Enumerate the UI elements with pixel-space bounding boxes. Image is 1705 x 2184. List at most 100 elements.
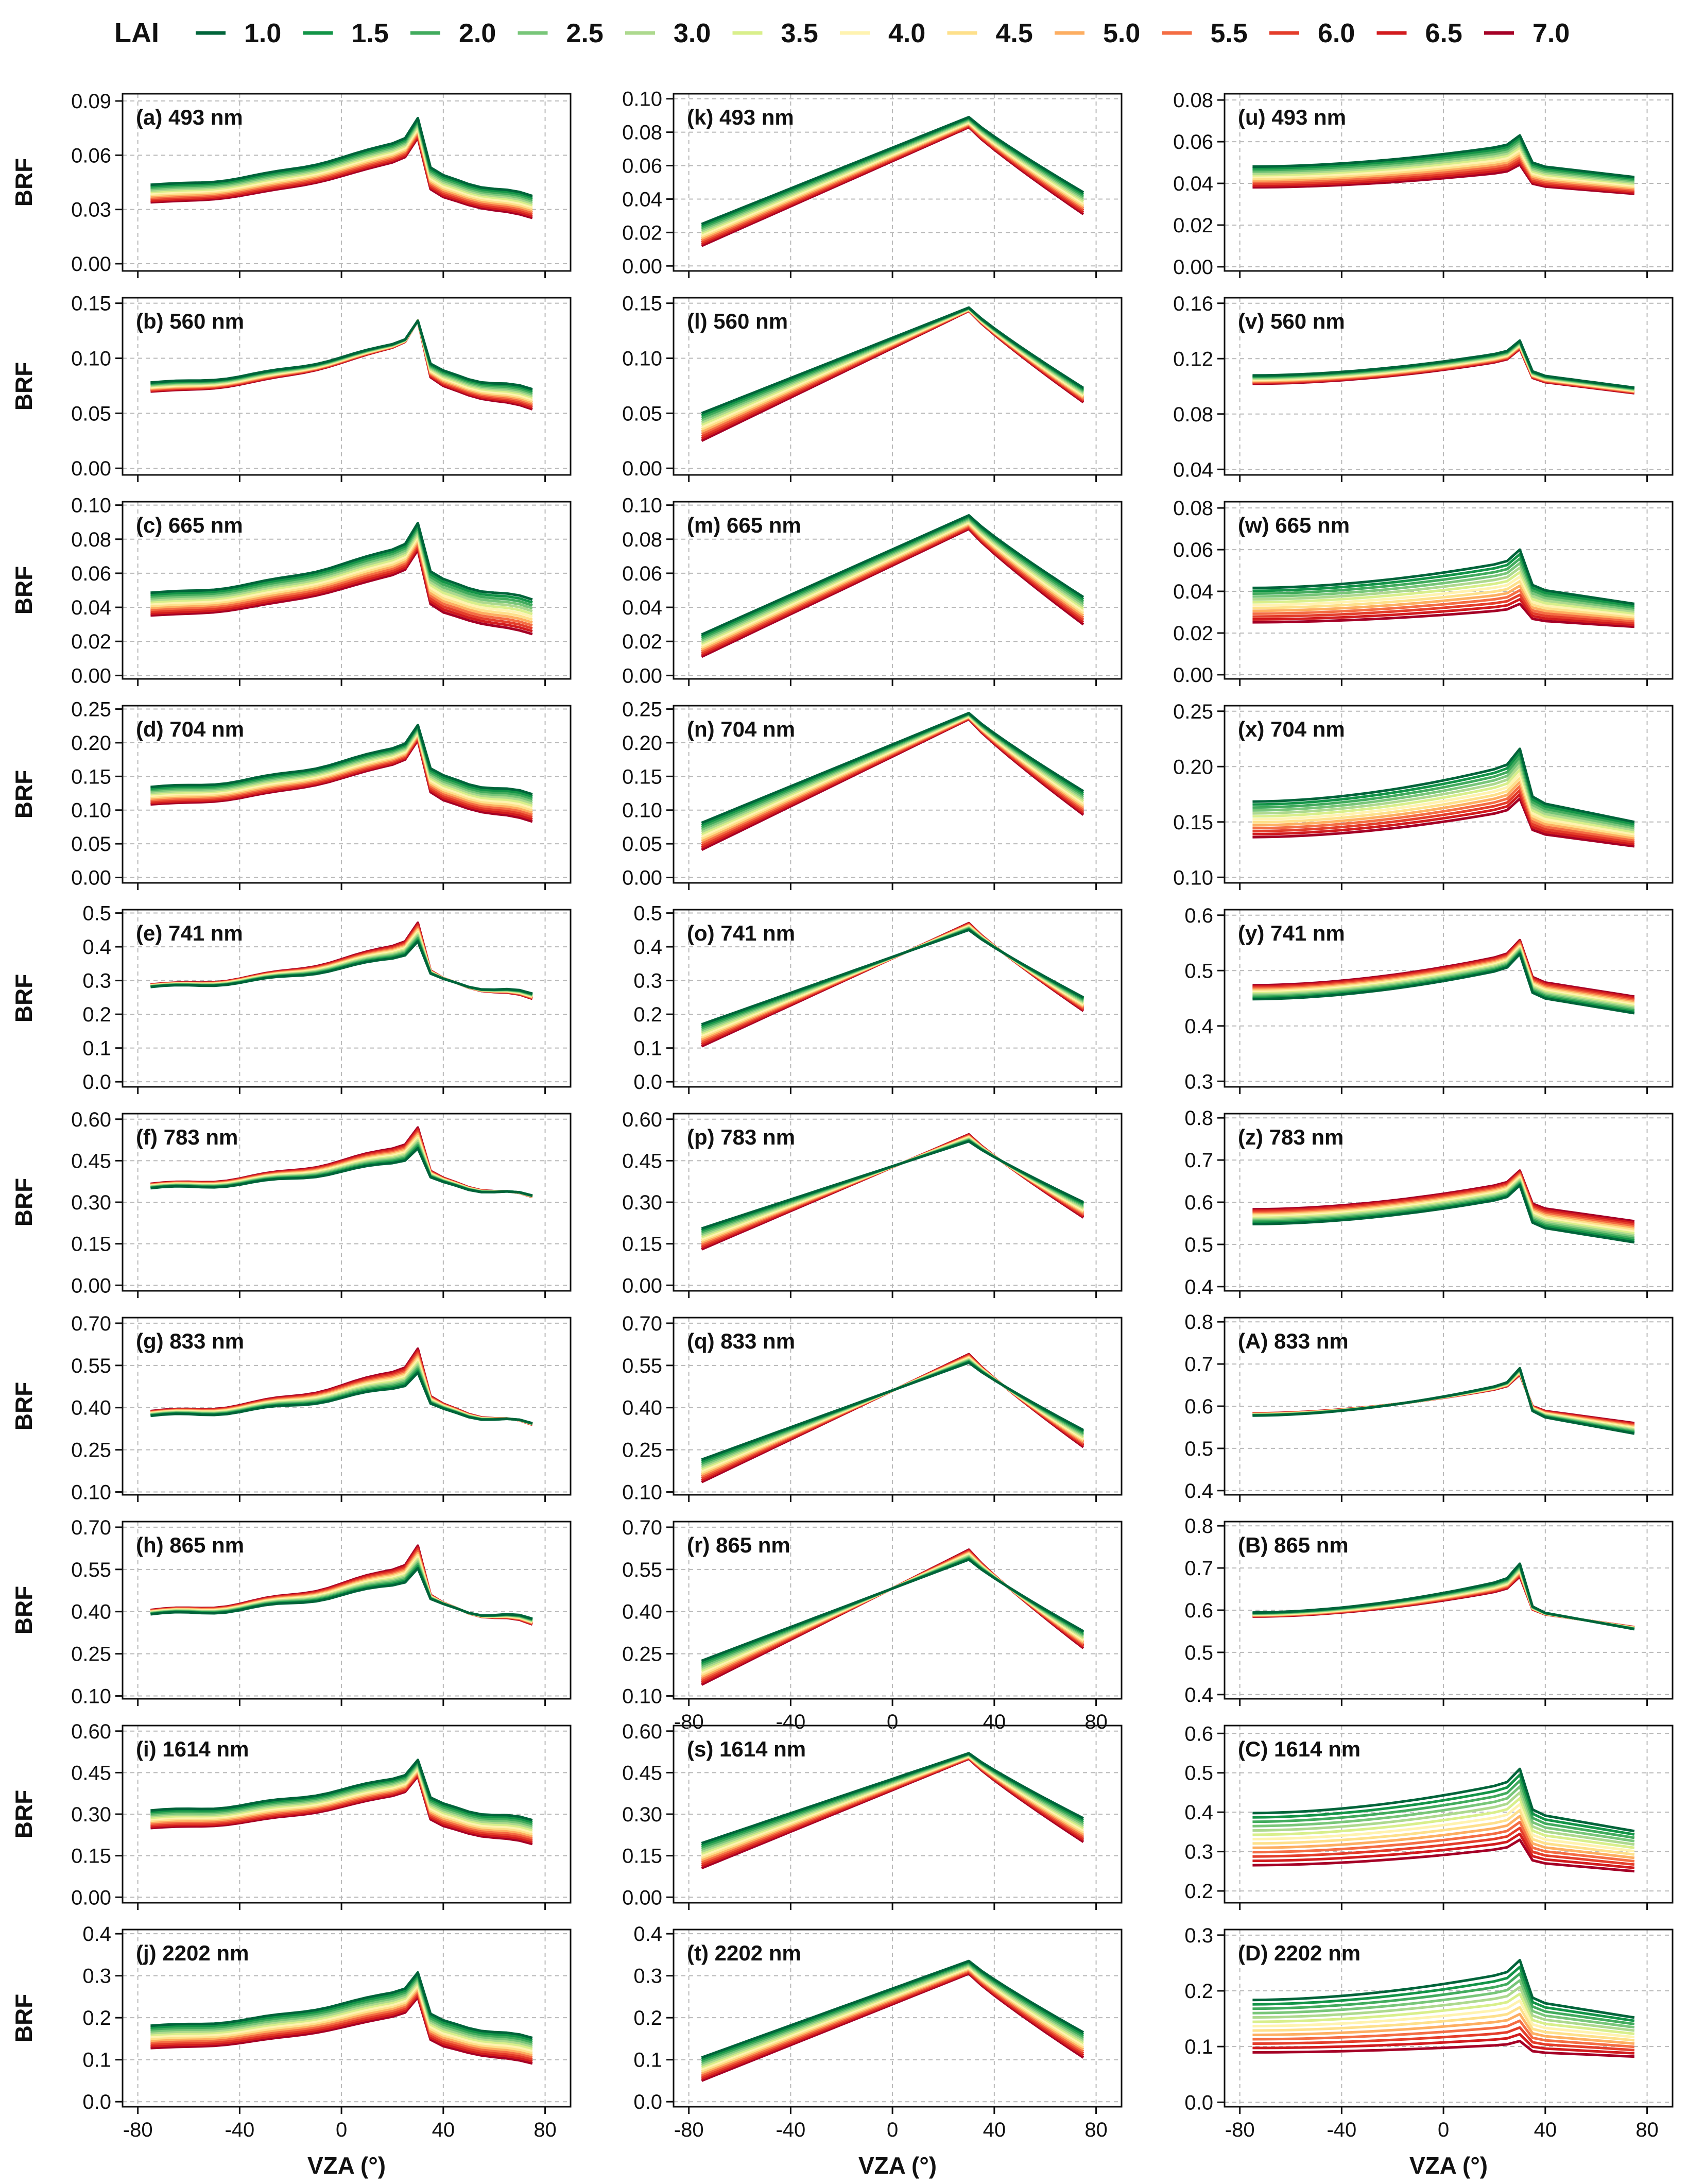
y-tick-label: 0.3 [82,1965,111,1988]
y-tick-label: 0.1 [1184,2036,1213,2058]
series-line-lai-1.0 [701,1752,1084,1845]
x-tick-label: 40 [1534,2119,1557,2141]
y-tick-label: 0.4 [1184,1480,1213,1503]
series-line-lai-4.0 [150,1767,533,1834]
panel-frame [673,93,1123,272]
y-axis-label: BRF [10,566,37,615]
series-line-lai-1.0 [1252,747,1635,824]
series-line-lai-2.5 [150,122,533,203]
series-line-lai-7.0 [150,739,533,823]
panel-frame [122,93,572,272]
y-tick-label: 0.55 [622,1355,662,1377]
x-tick-label: -80 [674,2119,704,2141]
panel-title: (B) 865 nm [1238,1533,1349,1557]
y-tick-label: 0.45 [622,1150,662,1172]
series-line-lai-1.0 [1252,952,1635,1015]
y-tick-label: 0.0 [1184,2091,1213,2114]
series-line-lai-1.0 [1252,1562,1635,1631]
y-tick-label: 0.60 [71,1720,111,1743]
x-tick-label: 0 [887,2119,898,2141]
panel-title: (r) 865 nm [687,1533,790,1557]
series-line-lai-3.5 [1252,1992,1635,2035]
series-line-lai-7.0 [1252,602,1635,628]
y-tick-label: 0.4 [1184,1276,1213,1299]
chart-panel: 0.00 0.15 0.30 0.45 0.60 (s) 1614 nm [622,1720,1123,1910]
panel-frame [122,297,572,476]
y-tick-label: 0.30 [71,1803,111,1826]
series-line-lai-5.0 [1252,153,1635,190]
panel-frame [1224,1929,1674,2108]
y-tick-label: 0.00 [622,457,662,480]
series-line-lai-6.0 [1252,158,1635,193]
series-line-lai-5.0 [1252,1815,1635,1859]
y-tick-label: 0.70 [622,1516,662,1539]
y-tick-label: 0.10 [71,799,111,822]
y-tick-label: 0.3 [1184,1841,1213,1864]
y-axis-label: BRF [10,158,37,207]
series-line-lai-7.0 [150,549,533,636]
y-tick-label: 0.25 [1173,701,1213,723]
panel-frame [1224,1725,1674,1904]
legend-label: 4.0 [888,19,925,48]
y-tick-label: 0.30 [622,1803,662,1826]
y-tick-label: 0.7 [1184,1557,1213,1580]
y-tick-label: 0.4 [82,936,111,959]
series-line-lai-1.0 [150,724,533,796]
series-line-lai-3.5 [150,125,533,207]
series-line-lai-1.0 [1252,1367,1635,1435]
y-tick-label: 0.10 [622,494,662,517]
y-tick-label: 0.00 [71,867,111,890]
series-line-lai-2.0 [1252,756,1635,828]
y-tick-label: 0.10 [622,348,662,370]
series-line-lai-4.0 [150,731,533,809]
y-tick-label: 0.15 [622,765,662,788]
y-tick-label: 0.15 [1173,811,1213,834]
y-tick-label: 0.40 [71,1397,111,1420]
y-tick-label: 0.5 [82,902,111,925]
series-line-lai-1.5 [150,524,533,604]
chart-panel: 0.04 0.08 0.12 0.16 (v) 560 nm [1173,293,1674,482]
y-tick-label: 0.10 [622,799,662,822]
series-line-lai-5.0 [1252,584,1635,621]
chart-panel: 0.00 0.02 0.04 0.06 0.08 (w) 665 nm [1173,497,1674,687]
legend-label: 6.0 [1318,19,1355,48]
panel-title: (a) 493 nm [136,105,243,129]
series-line-lai-2.5 [1252,141,1635,183]
series-line-lai-7.0 [1252,1838,1635,1873]
y-tick-label: 0.09 [71,90,111,113]
series-line-lai-5.0 [1252,2012,1635,2045]
y-tick-label: 0.16 [1173,293,1213,315]
series-line-lai-6.0 [1252,2026,1635,2052]
legend-label: 3.0 [674,19,711,48]
series-line-lai-6.5 [150,1773,533,1844]
series-line-lai-2.5 [150,1763,533,1828]
chart-panel: 0.00 0.05 0.10 0.15 (b) 560 nm BRF [10,293,572,482]
y-tick-label: 0.3 [633,1965,662,1988]
series-line-lai-6.5 [1252,161,1635,194]
series-line-lai-3.5 [1252,1797,1635,1849]
series-line-lai-7.0 [150,1774,533,1846]
series-line-lai-1.5 [1252,136,1635,180]
series-line-lai-3.5 [150,533,533,616]
series-line-lai-2.0 [150,526,533,607]
y-tick-label: 0.06 [1173,131,1213,153]
chart-panel: 0.0 0.1 0.2 0.3 0.4 0.5 (e) 741 nm BRF [10,902,572,1094]
y-tick-label: 0.10 [622,88,662,111]
series-line-lai-1.0 [701,115,1084,226]
y-tick-label: 0.10 [1173,866,1213,889]
y-tick-label: 0.08 [1173,89,1213,112]
series-line-lai-5.5 [1252,589,1635,623]
y-tick-label: 0.04 [1173,173,1213,195]
series-line-lai-4.5 [1252,1808,1635,1856]
y-tick-label: 0.6 [1184,905,1213,927]
series-line-lai-4.5 [150,128,533,210]
x-axis-label-col-3: VZA (°) [1409,2152,1488,2179]
series-line-lai-4.0 [1252,148,1635,187]
y-tick-label: 0.4 [82,1923,111,1946]
series-line-lai-2.5 [1252,760,1635,830]
x-tick-label: -40 [1327,2119,1356,2141]
series-line-lai-1.0 [150,1759,533,1822]
series-line-lai-2.0 [1252,1779,1635,1839]
panel-title: (c) 665 nm [136,513,243,537]
legend-label: 1.5 [352,19,389,48]
